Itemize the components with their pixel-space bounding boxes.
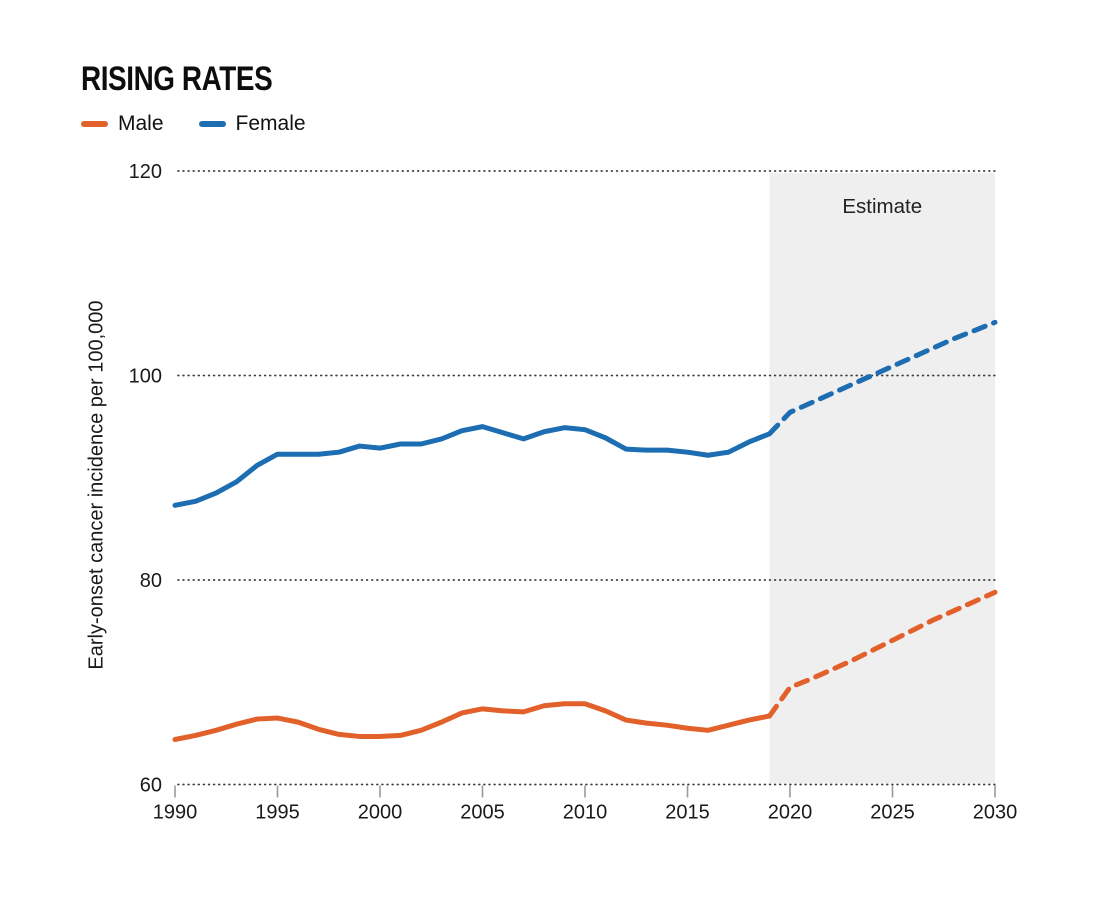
x-tick-label-2020: 2020 (768, 802, 813, 824)
y-tick-label-80: 80 (140, 570, 162, 592)
male-line-swatch-icon (81, 121, 108, 127)
legend: Male Female (81, 112, 306, 136)
x-tick-label-1995: 1995 (255, 802, 300, 824)
series-female-estimate-line (767, 319, 998, 437)
x-tick-label-2030: 2030 (973, 802, 1018, 824)
legend-item-male: Male (81, 112, 164, 136)
estimate-band (769, 173, 995, 784)
y-tick-label-120: 120 (129, 161, 162, 183)
estimate-region-label: Estimate (842, 195, 922, 218)
x-tick-label-2010: 2010 (563, 802, 608, 824)
female-line-swatch-icon (198, 121, 226, 127)
x-tick-label-2025: 2025 (870, 802, 915, 824)
x-tick-label-2005: 2005 (460, 802, 505, 824)
y-tick-label-100: 100 (129, 366, 162, 388)
legend-label-male: Male (118, 112, 164, 135)
legend-item-female: Female (198, 112, 306, 136)
series-male-estimate-line (767, 589, 998, 719)
legend-label-female: Female (235, 112, 306, 135)
series-female-line (172, 424, 772, 508)
series-male-line (172, 701, 772, 743)
y-tick-label-60: 60 (140, 775, 162, 797)
page-title: RISING RATES (81, 60, 273, 98)
x-tick-label-2000: 2000 (358, 802, 403, 824)
x-tick-label-2015: 2015 (665, 802, 710, 824)
x-tick-label-1990: 1990 (153, 802, 198, 824)
